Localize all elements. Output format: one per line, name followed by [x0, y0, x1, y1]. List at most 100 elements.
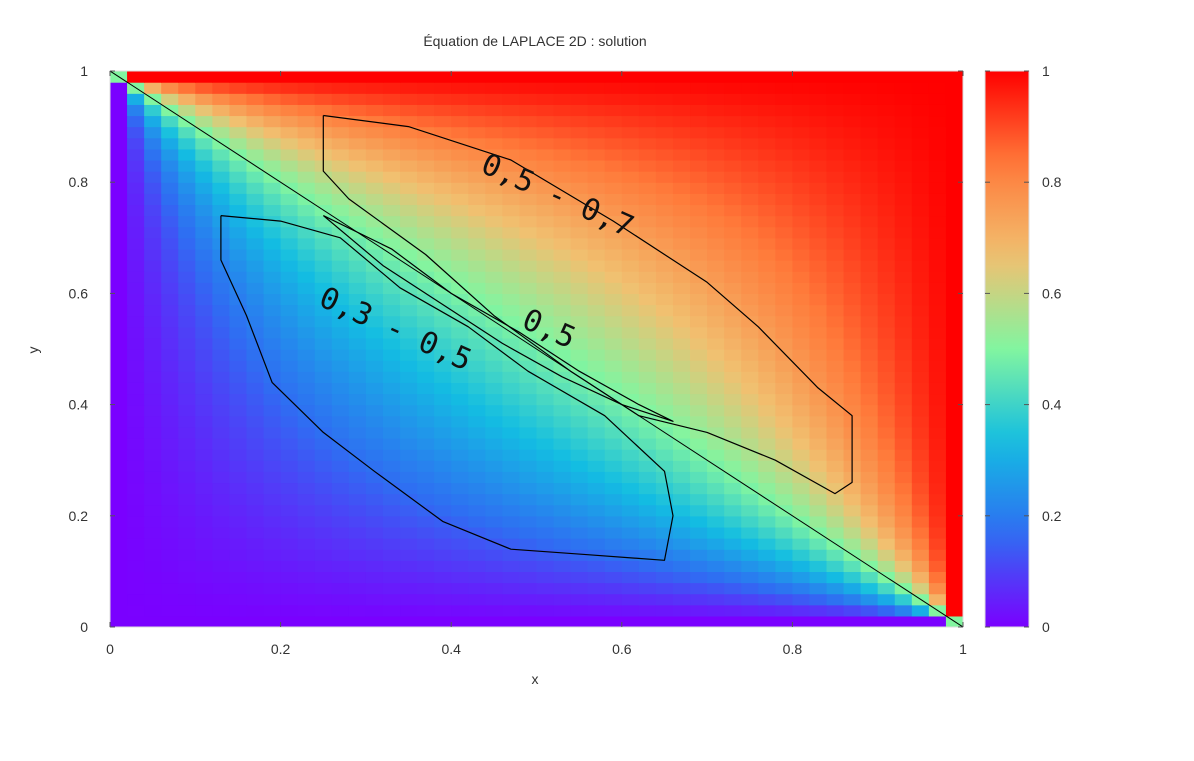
heatmap-cell: [468, 126, 486, 139]
heatmap-cell: [502, 360, 521, 372]
heatmap-cell: [604, 159, 623, 172]
heatmap-cell: [707, 248, 725, 261]
heatmap-cell: [110, 237, 128, 250]
heatmap-cell: [451, 204, 469, 217]
heatmap-cell: [365, 182, 384, 194]
heatmap-cell: [655, 82, 674, 94]
heatmap-cell: [382, 538, 401, 550]
heatmap-cell: [621, 571, 640, 584]
heatmap-cell: [212, 549, 231, 561]
heatmap-cell: [110, 137, 128, 150]
heatmap-cell: [621, 515, 640, 528]
heatmap-cell: [553, 248, 572, 261]
heatmap-cell: [775, 93, 793, 105]
heatmap-cell: [655, 337, 674, 350]
heatmap-cell: [246, 248, 265, 261]
heatmap-cell: [502, 126, 521, 139]
heatmap-cell: [451, 560, 469, 572]
heatmap-cell: [587, 159, 606, 172]
heatmap-cell: [485, 415, 503, 428]
heatmap-cell: [724, 182, 742, 194]
heatmap-cell: [621, 215, 640, 228]
heatmap-cell: [263, 215, 282, 228]
heatmap-cell: [945, 582, 963, 595]
heatmap-cell: [894, 360, 913, 372]
heatmap-cell: [348, 182, 367, 194]
heatmap-cell: [690, 171, 708, 183]
heatmap-cell: [758, 126, 776, 139]
heatmap-cell: [553, 237, 572, 250]
heatmap-cell: [826, 271, 845, 283]
heatmap-cell: [331, 282, 350, 294]
heatmap-cell: [536, 115, 555, 128]
heatmap-cell: [348, 126, 367, 139]
heatmap-cell: [178, 193, 196, 206]
heatmap-cell: [280, 349, 299, 361]
heatmap-cell: [826, 226, 845, 239]
heatmap-cell: [212, 393, 231, 406]
heatmap-cell: [144, 593, 162, 606]
heatmap-cell: [144, 337, 162, 350]
heatmap-cell: [621, 193, 640, 206]
y-tick-label: 1: [80, 63, 88, 79]
heatmap-cell: [877, 226, 896, 239]
heatmap-cell: [826, 182, 845, 194]
heatmap-cell: [553, 560, 572, 572]
heatmap-cell: [775, 460, 793, 472]
heatmap-cell: [468, 215, 486, 228]
heatmap-cell: [382, 460, 401, 472]
heatmap-cell: [417, 360, 435, 372]
colorbar-tick-label: 0.2: [1042, 508, 1062, 524]
heatmap-cell: [843, 404, 862, 417]
heatmap-cell: [451, 282, 469, 294]
heatmap-cell: [229, 126, 248, 139]
heatmap-cell: [485, 159, 503, 172]
heatmap-cell: [860, 404, 879, 417]
heatmap-cell: [434, 304, 452, 317]
x-tick-label: 0.4: [441, 641, 461, 657]
heatmap-cell: [178, 304, 196, 317]
heatmap-cell: [365, 449, 384, 461]
heatmap-cell: [400, 104, 418, 117]
heatmap-cell: [178, 526, 196, 539]
heatmap-cell: [741, 148, 759, 161]
heatmap-cell: [604, 582, 623, 595]
heatmap-cell: [945, 171, 963, 183]
heatmap-cell: [860, 215, 879, 228]
heatmap-cell: [775, 415, 793, 428]
heatmap-cell: [161, 137, 179, 150]
heatmap-cell: [127, 182, 145, 194]
heatmap-cell: [365, 371, 384, 383]
heatmap-cell: [502, 282, 521, 294]
heatmap-cell: [672, 182, 691, 194]
heatmap-cell: [587, 93, 606, 105]
heatmap-cell: [144, 382, 162, 395]
heatmap-cell: [229, 182, 248, 194]
heatmap-cell: [417, 204, 435, 217]
heatmap-cell: [655, 237, 674, 250]
heatmap-cell: [365, 493, 384, 506]
heatmap-cell: [502, 615, 521, 627]
heatmap-cell: [400, 504, 418, 517]
heatmap-cell: [314, 326, 333, 339]
heatmap-cell: [724, 349, 742, 361]
heatmap-cell: [127, 593, 145, 606]
heatmap-cell: [928, 93, 947, 105]
heatmap-cell: [570, 215, 589, 228]
heatmap-cell: [604, 538, 623, 550]
heatmap-cell: [690, 593, 708, 606]
heatmap-cell: [707, 560, 725, 572]
heatmap-cell: [638, 471, 657, 484]
heatmap-cell: [365, 326, 384, 339]
heatmap-cell: [809, 215, 828, 228]
heatmap-cell: [127, 504, 145, 517]
heatmap-cell: [809, 226, 828, 239]
heatmap-cell: [127, 282, 145, 294]
heatmap-cell: [809, 148, 828, 161]
heatmap-cell: [434, 115, 452, 128]
heatmap-cell: [314, 248, 333, 261]
heatmap-cell: [127, 526, 145, 539]
heatmap-cell: [468, 460, 486, 472]
heatmap-cell: [178, 293, 196, 306]
heatmap-cell: [587, 582, 606, 595]
